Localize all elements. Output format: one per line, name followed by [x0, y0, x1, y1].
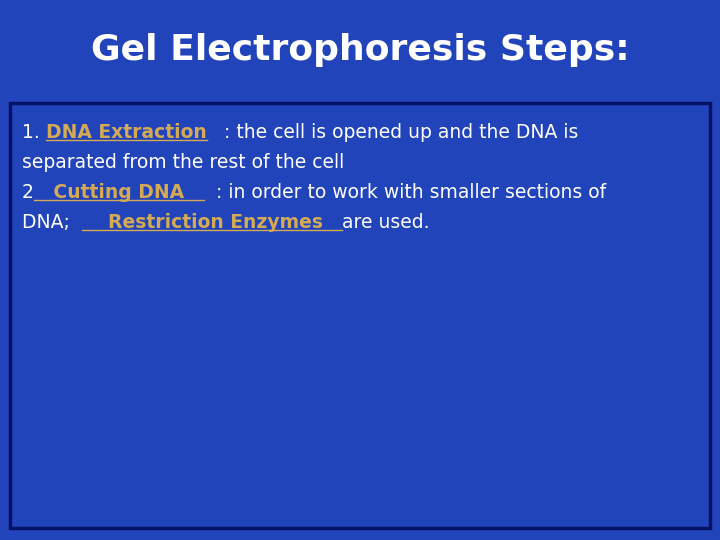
Text: Cutting DNA: Cutting DNA — [34, 184, 204, 202]
Text: Gel Electrophoresis Steps:: Gel Electrophoresis Steps: — [91, 33, 629, 67]
Text: : in order to work with smaller sections of: : in order to work with smaller sections… — [204, 184, 606, 202]
Text: : the cell is opened up and the DNA is: : the cell is opened up and the DNA is — [207, 124, 579, 143]
Text: DNA;: DNA; — [22, 213, 82, 233]
Text: Restriction Enzymes: Restriction Enzymes — [82, 213, 343, 233]
FancyBboxPatch shape — [10, 103, 710, 528]
Text: are used.: are used. — [343, 213, 430, 233]
Text: separated from the rest of the cell: separated from the rest of the cell — [22, 153, 344, 172]
Text: DNA Extraction: DNA Extraction — [46, 124, 207, 143]
Text: 1.: 1. — [22, 124, 46, 143]
Text: 2: 2 — [22, 184, 34, 202]
